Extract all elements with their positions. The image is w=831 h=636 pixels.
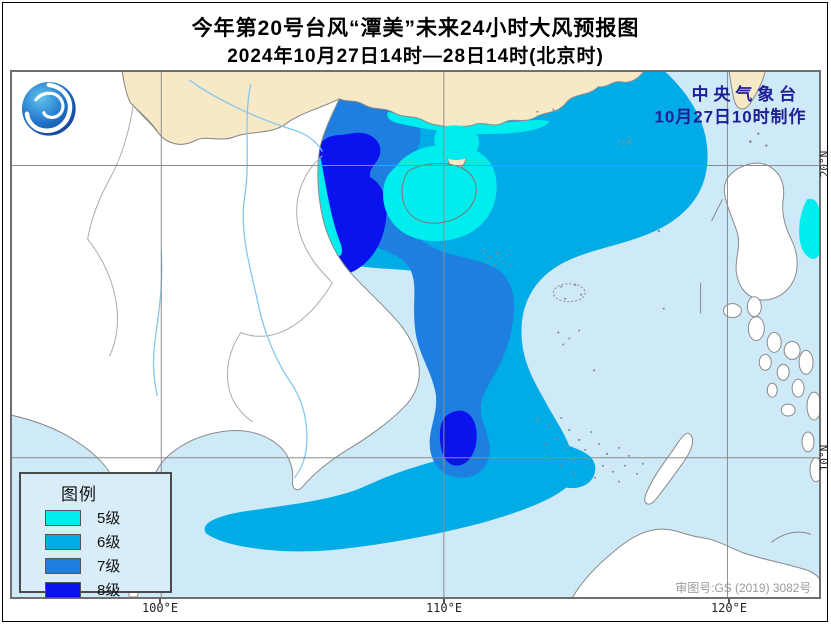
legend-label-level6: 6级	[97, 534, 121, 551]
legend-row-7: 7级	[45, 557, 170, 575]
land-hainan	[401, 163, 477, 224]
land-taiwan	[728, 72, 766, 110]
wind-area-level5-strait	[434, 125, 480, 160]
lon-tick-120e	[728, 599, 730, 604]
land-philippine-islands	[722, 296, 819, 483]
lon-tick-100e	[159, 599, 161, 604]
map-approval-number: 审图号:GS (2019) 3082号	[675, 581, 811, 595]
wind-area-level5-vietnam-sliver	[313, 157, 342, 256]
lat-label-10n: 10°N	[818, 444, 831, 472]
legend-swatch-level6	[45, 533, 81, 550]
legend-swatch-level7	[45, 557, 81, 574]
legend: 图例 5级 6级 7级 8级	[19, 472, 172, 599]
cma-logo-swirl-inner	[34, 91, 65, 120]
legend-row-6: 6级	[45, 533, 170, 551]
lon-label-100e: 100°E	[141, 601, 179, 615]
lat-label-20n: 20°N	[818, 150, 831, 178]
country-borders	[87, 103, 333, 423]
lon-label-110e: 110°E	[425, 601, 463, 615]
legend-row-8: 8级	[45, 581, 170, 599]
wind-area-level5-coast	[387, 111, 550, 135]
legend-swatch-level5	[45, 509, 81, 526]
watermark-issue-time: 10月27日10时制作	[655, 107, 807, 127]
cma-logo-circle	[21, 81, 76, 136]
lon-tick-110e	[443, 599, 445, 604]
legend-label-level8: 8级	[97, 582, 121, 599]
wind-area-level5-east-patch	[799, 198, 819, 259]
cma-logo	[21, 81, 76, 136]
island-dots	[482, 108, 768, 483]
wind-area-level8-south	[439, 410, 477, 466]
watermark-agency: 中央气象台	[692, 84, 801, 104]
legend-label-level5: 5级	[97, 510, 121, 527]
land-borneo	[572, 528, 819, 597]
legend-swatch-level8	[45, 581, 81, 598]
land-luzon	[723, 162, 798, 301]
page-title: 今年第20号台风“潭美”未来24小时大风预报图	[191, 17, 640, 40]
legend-title: 图例	[61, 485, 97, 504]
graticule	[12, 72, 819, 597]
cma-logo-swirl-outer	[24, 82, 73, 133]
page-subtitle: 2024年10月27日14时—28日14时(北京时)	[227, 46, 604, 67]
shoal-marks	[552, 138, 812, 543]
lon-label-120e: 120°E	[710, 601, 748, 615]
land-palawan	[644, 432, 693, 505]
legend-row-5: 5级	[45, 509, 170, 527]
land-group	[12, 72, 819, 597]
legend-label-level7: 7级	[97, 558, 121, 575]
